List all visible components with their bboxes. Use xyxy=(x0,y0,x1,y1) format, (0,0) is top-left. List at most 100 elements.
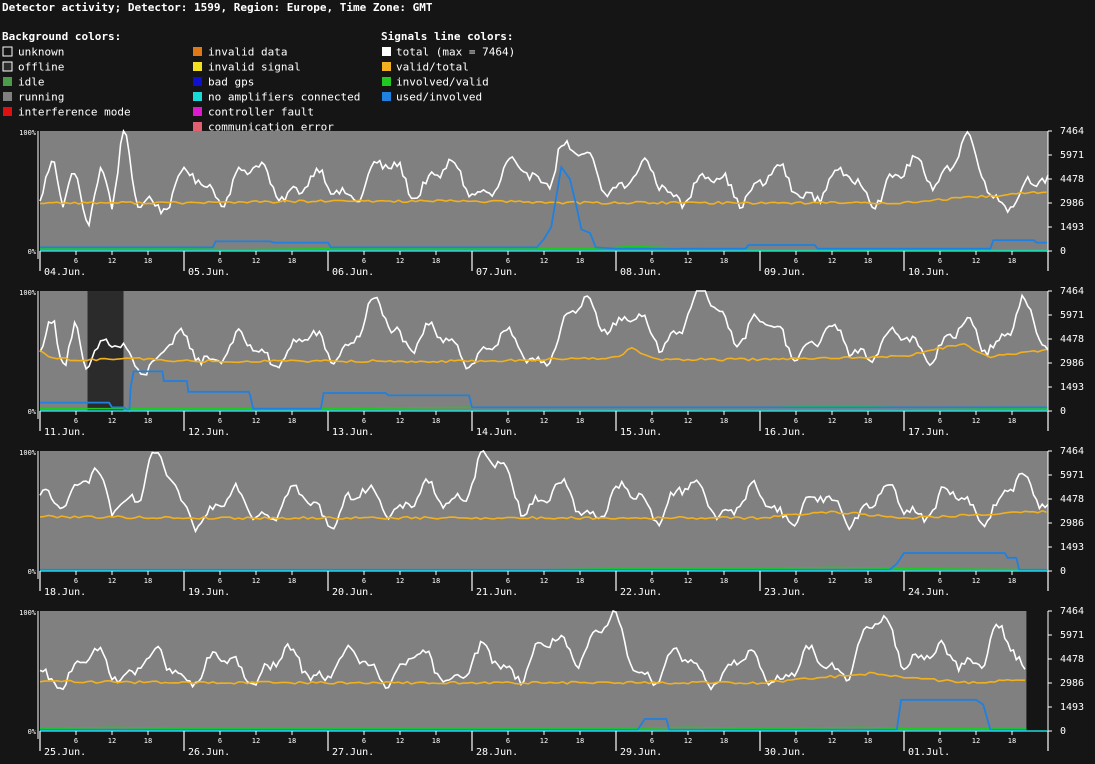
day-label-0: 11.Jun. xyxy=(44,427,86,438)
panel-0: 100% 0% 7464 5971 4478 2986 1493 0 04.Jun. 6 12 18 0… xyxy=(19,126,1084,278)
hour-label-2: 18 xyxy=(864,737,872,745)
day-label-4: 29.Jun. xyxy=(620,747,662,758)
hour-label-1: 12 xyxy=(108,257,116,265)
day-label-0: 04.Jun. xyxy=(44,267,86,278)
hour-label-1: 12 xyxy=(108,417,116,425)
right-axis-label-4: 1493 xyxy=(1060,382,1084,393)
right-axis-label-3: 2986 xyxy=(1060,678,1084,689)
hour-label-0: 6 xyxy=(938,577,942,585)
day-label-3: 07.Jun. xyxy=(476,267,518,278)
legend-signal-label-0: total (max = 7464) xyxy=(396,46,515,59)
day-label-5: 30.Jun. xyxy=(764,747,806,758)
day-label-2: 20.Jun. xyxy=(332,587,374,598)
left-axis-label-top: 100% xyxy=(19,129,37,137)
right-axis-label-5: 0 xyxy=(1060,406,1066,417)
hour-label-1: 12 xyxy=(252,577,260,585)
legend-swatch-10 xyxy=(193,122,202,131)
hour-label-0: 6 xyxy=(650,417,654,425)
hour-label-0: 6 xyxy=(650,577,654,585)
hour-label-2: 18 xyxy=(576,737,584,745)
hour-label-2: 18 xyxy=(144,417,152,425)
hour-label-0: 6 xyxy=(362,257,366,265)
series-valid-line xyxy=(39,671,1025,685)
legend-swatch-5 xyxy=(193,47,202,56)
hour-label-2: 18 xyxy=(864,257,872,265)
legend-background-label-0: unknown xyxy=(18,46,64,59)
hour-label-2: 18 xyxy=(432,577,440,585)
right-axis-label-2: 4478 xyxy=(1060,174,1084,185)
hour-label-1: 12 xyxy=(540,577,548,585)
hour-label-2: 18 xyxy=(720,737,728,745)
hour-label-0: 6 xyxy=(362,577,366,585)
hour-label-2: 18 xyxy=(432,417,440,425)
hour-label-0: 6 xyxy=(938,737,942,745)
right-axis-label-4: 1493 xyxy=(1060,702,1084,713)
panel-1: 100% 0% 7464 5971 4478 2986 1493 0 11.Jun. 6 12 18 1… xyxy=(19,286,1084,438)
hour-label-2: 18 xyxy=(576,257,584,265)
series-total-line xyxy=(39,290,1049,376)
hour-label-2: 18 xyxy=(576,577,584,585)
hour-label-1: 12 xyxy=(252,737,260,745)
right-axis-label-1: 5971 xyxy=(1060,630,1084,641)
right-axis-label-2: 4478 xyxy=(1060,654,1084,665)
chart-title: Detector activity; Detector: 1599, Regio… xyxy=(2,1,433,14)
legend-background-label-9: controller fault xyxy=(208,106,314,119)
hour-label-0: 6 xyxy=(650,737,654,745)
day-label-5: 09.Jun. xyxy=(764,267,806,278)
legend-swatch-3 xyxy=(3,92,12,101)
legend-swatch-9 xyxy=(193,107,202,116)
legend-swatch-8 xyxy=(193,92,202,101)
day-label-3: 21.Jun. xyxy=(476,587,518,598)
day-label-4: 08.Jun. xyxy=(620,267,662,278)
right-axis-label-5: 0 xyxy=(1060,246,1066,257)
hour-label-0: 6 xyxy=(506,257,510,265)
legend-background-label-10: communication error xyxy=(208,121,334,134)
panel-running-bg xyxy=(40,611,1027,731)
left-axis-label-top: 100% xyxy=(19,289,37,297)
series-total-line xyxy=(39,609,1026,691)
day-label-2: 06.Jun. xyxy=(332,267,374,278)
legend-signal-swatch-1 xyxy=(382,62,391,71)
legend-background-label-2: idle xyxy=(18,76,45,89)
right-axis-label-3: 2986 xyxy=(1060,358,1084,369)
legend-signal-swatch-3 xyxy=(382,92,391,101)
day-label-1: 05.Jun. xyxy=(188,267,230,278)
legend: Background colors: Signals line colors: … xyxy=(2,30,515,134)
panel-running-bg xyxy=(40,291,1048,411)
legend-signal-swatch-2 xyxy=(382,77,391,86)
hour-label-1: 12 xyxy=(540,257,548,265)
right-axis-label-3: 2986 xyxy=(1060,198,1084,209)
legend-swatch-0 xyxy=(2,46,13,57)
hour-label-2: 18 xyxy=(288,257,296,265)
hour-label-2: 18 xyxy=(144,577,152,585)
hour-label-1: 12 xyxy=(684,577,692,585)
hour-label-0: 6 xyxy=(794,737,798,745)
day-label-4: 22.Jun. xyxy=(620,587,662,598)
series-valid-line xyxy=(39,509,1047,521)
panel-running-bg xyxy=(40,451,1048,571)
legend-background-header: Background colors: xyxy=(2,30,121,43)
hour-label-0: 6 xyxy=(218,257,222,265)
hour-label-1: 12 xyxy=(252,257,260,265)
hour-label-1: 12 xyxy=(396,577,404,585)
right-axis-label-0: 7464 xyxy=(1060,446,1084,457)
hour-label-2: 18 xyxy=(1008,257,1016,265)
day-label-2: 27.Jun. xyxy=(332,747,374,758)
legend-signal-label-1: valid/total xyxy=(396,61,469,74)
panel-3: 100% 0% 7464 5971 4478 2986 1493 0 25.Jun. 6 12 18 2… xyxy=(19,606,1084,758)
day-label-3: 14.Jun. xyxy=(476,427,518,438)
hour-label-1: 12 xyxy=(972,577,980,585)
hour-label-2: 18 xyxy=(288,577,296,585)
right-axis-label-1: 5971 xyxy=(1060,470,1084,481)
hour-label-2: 18 xyxy=(1008,417,1016,425)
left-axis-label-bottom: 0% xyxy=(28,568,37,576)
legend-background-label-6: invalid signal xyxy=(208,61,301,74)
hour-label-0: 6 xyxy=(650,257,654,265)
series-involved-line xyxy=(39,726,1027,730)
day-label-0: 25.Jun. xyxy=(44,747,86,758)
right-axis-label-4: 1493 xyxy=(1060,222,1084,233)
hour-label-1: 12 xyxy=(108,577,116,585)
day-label-6: 24.Jun. xyxy=(908,587,950,598)
chart-panels: 100% 0% 7464 5971 4478 2986 1493 0 04.Jun. 6 12 18 0… xyxy=(19,126,1084,758)
